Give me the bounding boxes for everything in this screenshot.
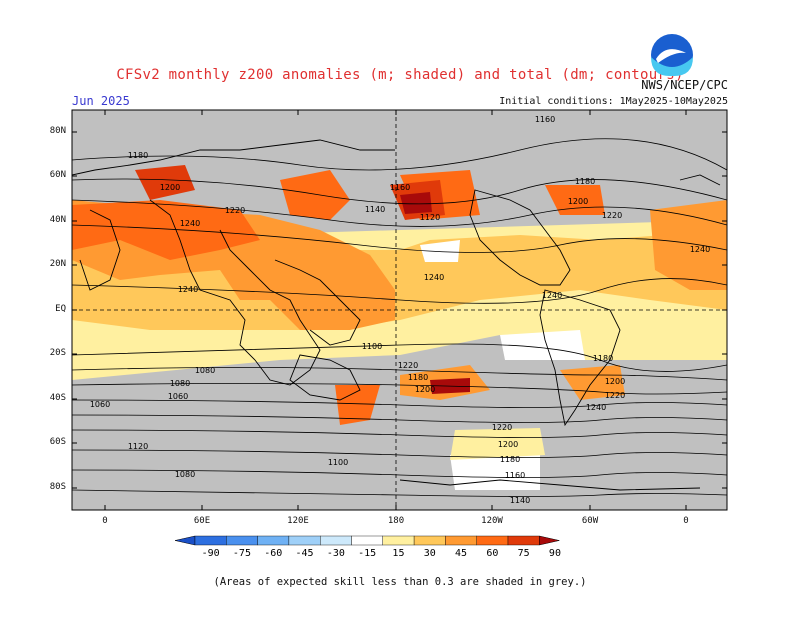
colorbar-swatch [351, 535, 383, 546]
colorbar-swatch [288, 535, 321, 546]
lat-label: 40S [49, 393, 66, 403]
contour-labels: 1160 1180 1200 1220 1240 1240 1240 1240 1240 1220… [90, 115, 710, 505]
contour-label: 1080 [170, 379, 190, 388]
contour-label: 1240 [586, 403, 606, 412]
contour-label: 1200 [498, 440, 518, 449]
lat-label: 80N [49, 126, 66, 136]
contour-label: 1120 [128, 442, 148, 451]
anomaly-60-75-pac [335, 385, 380, 425]
contour-label: 1200 [160, 183, 180, 192]
colorbar-tick-label: -60 [264, 548, 282, 559]
contour-label: 1120 [420, 213, 440, 222]
lon-label: 60W [581, 516, 599, 526]
contour-label: 1160 [390, 183, 410, 192]
colorbar-swatch [476, 535, 509, 546]
lat-label: 20N [49, 259, 66, 269]
coastlines [72, 139, 721, 491]
contour-label: 1160 [505, 471, 525, 480]
contour-label: 1180 [575, 177, 595, 186]
anomaly-75-90-arctic [135, 165, 195, 200]
contour-label: 1240 [424, 273, 444, 282]
initial-conditions: Initial conditions: 1May2025-10May2025 [499, 96, 728, 107]
contour-label: 1200 [568, 197, 588, 206]
lon-label: 120E [287, 516, 309, 526]
contour-label: 1220 [602, 211, 622, 220]
colorbar-tick-label: 15 [392, 548, 404, 559]
contour-label: 1140 [365, 205, 385, 214]
contour-label: 1220 [398, 361, 418, 370]
colorbar-swatch [194, 535, 227, 546]
colorbar-swatch [445, 535, 477, 546]
anomaly-60-75-asia [280, 170, 350, 220]
skill-footnote: (Areas of expected skill less than 0.3 a… [213, 576, 587, 588]
agency-label: NWS/NCEP/CPC [641, 78, 728, 92]
near-zero-patch-sp [500, 330, 585, 360]
lat-label: 60N [49, 170, 66, 180]
lat-label: 20S [49, 348, 66, 358]
contour-label: 1240 [178, 285, 198, 294]
colorbar-tick-label: -75 [233, 548, 251, 559]
contour-label: 1140 [510, 496, 530, 505]
contour-label: 1080 [195, 366, 215, 375]
lon-label: 180 [387, 516, 405, 526]
anomaly-15-30-ant [450, 428, 545, 460]
contour-label: 1180 [408, 373, 428, 382]
colorbar-swatch [413, 535, 446, 546]
contour-label: 1060 [168, 392, 188, 401]
colorbar-tick-label: -15 [358, 548, 376, 559]
contour-label: 1180 [128, 151, 148, 160]
contour-label: 1180 [500, 455, 520, 464]
near-zero-patch [420, 240, 460, 262]
axis-ticks [72, 110, 727, 510]
contour-label: 1220 [492, 423, 512, 432]
lon-label: 120W [481, 516, 503, 526]
contour-label: 1220 [225, 206, 245, 215]
colorbar-tick-label: 45 [455, 548, 467, 559]
colorbar-tick-label: 90 [549, 548, 561, 559]
noaa-logo-icon [651, 34, 693, 77]
contour-label: 1160 [535, 115, 555, 124]
contour-label: 1220 [605, 391, 625, 400]
contour-label: 1240 [542, 291, 562, 300]
lat-label: 40N [49, 215, 66, 225]
anomaly-above-90 [400, 192, 432, 214]
contour-label: 1200 [605, 377, 625, 386]
contour-label: 1100 [328, 458, 348, 467]
colorbar-tick-label: 30 [424, 548, 436, 559]
lat-label: 60S [49, 437, 66, 447]
contour-label: 1080 [175, 470, 195, 479]
colorbar-tick-label: 75 [518, 548, 530, 559]
forecast-month: Jun 2025 [72, 94, 130, 108]
lon-label: 0 [102, 516, 108, 526]
contour-label: 1200 [415, 385, 435, 394]
lon-label: 60E [193, 516, 211, 526]
contour-label: 1100 [362, 342, 382, 351]
colorbar-tick-label: -30 [327, 548, 345, 559]
lat-label: 80S [49, 482, 66, 492]
colorbar-tick-label: -90 [202, 548, 220, 559]
colorbar-swatch [257, 535, 290, 546]
colorbar-swatch [226, 535, 258, 546]
colorbar-swatch [382, 535, 415, 546]
colorbar-swatch [320, 535, 352, 546]
near-zero-patch-ant [450, 450, 540, 490]
colorbar-arrow-high [539, 535, 560, 546]
contour-label: 1240 [180, 219, 200, 228]
anomaly-45-60-east [650, 200, 727, 290]
map-title: CFSv2 monthly z200 anomalies (m; shaded)… [116, 67, 684, 83]
lat-label: EQ [55, 304, 66, 314]
colorbar-tick-label: -45 [296, 548, 314, 559]
contour-label: 1060 [90, 400, 110, 409]
contour-label: 1180 [593, 354, 613, 363]
contour-label: 1240 [690, 245, 710, 254]
colorbar-tick-label: 60 [486, 548, 498, 559]
colorbar-swatch [507, 535, 540, 546]
anomaly-60-75-zone [72, 200, 260, 260]
height-contours [72, 138, 727, 497]
colorbar-arrow-low [174, 535, 196, 546]
lon-label: 0 [683, 516, 689, 526]
